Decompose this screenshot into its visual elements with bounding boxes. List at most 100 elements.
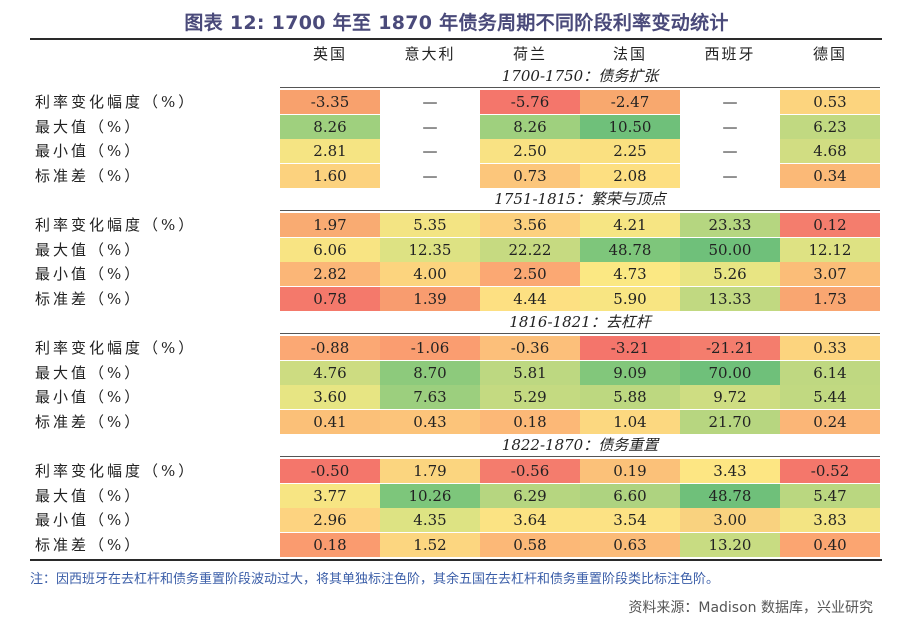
column-header: 法国 [612,45,647,63]
row-label: 最小值（%） [35,388,143,406]
table-cell: 21.70 [680,409,780,434]
table-cell: — [380,139,480,163]
table-cell: 5.44 [780,385,880,409]
table-cell: 10.26 [380,483,480,508]
table-cell: 4.73 [580,262,680,286]
table-cell: 1.97 [280,213,380,237]
table-cell: 1.79 [380,459,480,483]
table-cell: -0.56 [480,459,580,483]
source-line: 资料来源：Madison 数据库，兴业研究 [628,600,873,616]
top-rule [30,38,882,40]
table-cell: 1.73 [780,286,880,311]
table-cell: 4.21 [580,213,680,237]
table-cell: 3.54 [580,508,680,532]
table-cell: 1.52 [380,532,480,557]
table-cell: — [680,114,780,139]
table-cell: 2.50 [480,262,580,286]
table-cell: — [380,163,480,188]
table-cell: 8.26 [480,114,580,139]
table-cell: 0.12 [780,213,880,237]
table-cell: 5.35 [380,213,480,237]
table-cell: 2.08 [580,163,680,188]
table-cell: -3.35 [280,90,380,114]
table-cell: 0.78 [280,286,380,311]
row-label: 利率变化幅度（%） [35,339,197,357]
period-header: 1700-1750：债务扩张 [280,66,880,88]
table-cell: 3.60 [280,385,380,409]
table-cell: 13.20 [680,532,780,557]
table-cell: — [380,114,480,139]
row-label: 最小值（%） [35,142,143,160]
row-label: 最大值（%） [35,363,143,382]
table-cell: 70.00 [680,360,780,385]
table-cell: 5.81 [480,360,580,385]
table-cell: 6.23 [780,114,880,139]
table-cell: -0.88 [280,336,380,360]
table-cell: 6.29 [480,483,580,508]
table-cell: 0.41 [280,409,380,434]
table-cell: 4.76 [280,360,380,385]
column-header: 德国 [812,45,847,63]
column-header: 意大利 [404,45,456,63]
period-header: 1822-1870：债务重置 [280,435,880,457]
table-cell: 0.53 [780,90,880,114]
table-cell: -0.52 [780,459,880,483]
table-cell: 0.43 [380,409,480,434]
period-header: 1816-1821：去杠杆 [280,312,880,334]
page-title: 图表 12: 1700 年至 1870 年债务周期不同阶段利率变动统计 [184,12,729,34]
table-cell: 3.77 [280,483,380,508]
table-cell: 2.96 [280,508,380,532]
row-label: 标准差（%） [35,289,143,308]
table-cell: 22.22 [480,237,580,262]
row-label: 利率变化幅度（%） [35,216,197,234]
table-cell: 0.40 [780,532,880,557]
table-cell: 3.07 [780,262,880,286]
table-cell: 8.26 [280,114,380,139]
table-cell: 50.00 [680,237,780,262]
period-header: 1751-1815：繁荣与顶点 [280,189,880,211]
table-cell: 0.63 [580,532,680,557]
table-cell: -3.21 [580,336,680,360]
table-cell: 1.04 [580,409,680,434]
table-cell: 5.90 [580,286,680,311]
table-cell: 0.73 [480,163,580,188]
table-cell: -21.21 [680,336,780,360]
row-label: 最大值（%） [35,117,143,136]
table-cell: 3.43 [680,459,780,483]
table-cell: 4.68 [780,139,880,163]
table-cell: 9.72 [680,385,780,409]
row-label: 最大值（%） [35,240,143,259]
table-cell: 12.35 [380,237,480,262]
row-label: 标准差（%） [35,535,143,554]
table-cell: — [680,139,780,163]
table-cell: 2.50 [480,139,580,163]
bottom-rule [30,559,882,561]
table-cell: 3.00 [680,508,780,532]
table-cell: 4.44 [480,286,580,311]
table-cell: 12.12 [780,237,880,262]
table-cell: -5.76 [480,90,580,114]
footnote: 注：因西班牙在去杠杆和债务重置阶段波动过大，将其单独标注色阶，其余五国在去杠杆和… [30,572,720,587]
column-header: 英国 [312,45,347,63]
table-cell: 8.70 [380,360,480,385]
table-cell: 3.83 [780,508,880,532]
row-label: 最大值（%） [35,486,143,505]
table-cell: 0.33 [780,336,880,360]
table-cell: 6.14 [780,360,880,385]
row-label: 标准差（%） [35,412,143,431]
table-cell: 0.34 [780,163,880,188]
table-cell: 5.29 [480,385,580,409]
table-cell: 4.00 [380,262,480,286]
row-label: 最小值（%） [35,265,143,283]
table-cell: 1.60 [280,163,380,188]
table-cell: 13.33 [680,286,780,311]
table-cell: 2.81 [280,139,380,163]
table-cell: — [380,90,480,114]
table-cell: 23.33 [680,213,780,237]
table-cell: 5.47 [780,483,880,508]
table-cell: 5.88 [580,385,680,409]
row-label: 利率变化幅度（%） [35,462,197,480]
table-cell: 5.26 [680,262,780,286]
table-cell: 2.25 [580,139,680,163]
table-cell: — [680,163,780,188]
